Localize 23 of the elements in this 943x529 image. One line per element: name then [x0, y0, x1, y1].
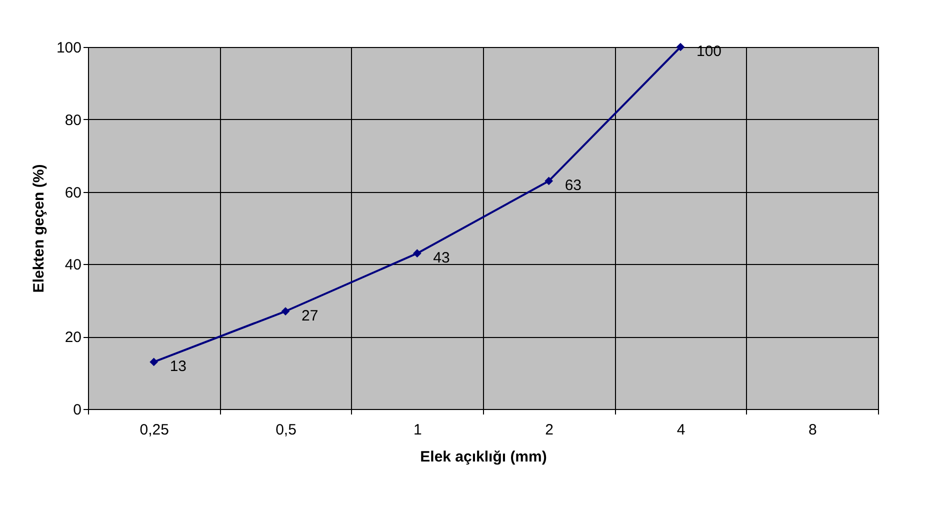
y-tick-label: 40	[64, 256, 82, 274]
y-axis-title: Elekten geçen (%)	[30, 164, 48, 293]
data-label: 13	[170, 358, 187, 375]
point	[281, 307, 290, 316]
x-tick-label: 1	[413, 422, 422, 438]
y-tick-label: 100	[56, 40, 82, 56]
data-label: 27	[302, 307, 318, 324]
x-tick-label: 0,5	[276, 422, 296, 438]
point	[676, 42, 685, 52]
point	[412, 249, 422, 258]
point	[544, 176, 554, 186]
data-label: 63	[564, 176, 582, 194]
x-tick-label: 2	[545, 422, 554, 438]
x-tick-label: 4	[676, 422, 686, 438]
x-tick-label: 8	[808, 422, 817, 438]
y-tick-label: 20	[64, 329, 82, 346]
data-label: 43	[433, 249, 450, 266]
y-tick-label: 80	[64, 112, 82, 129]
x-axis-title: Elek açıklığı (mm)	[420, 448, 547, 466]
y-tick-label: 60	[64, 184, 82, 202]
y-tick-label: 0	[73, 402, 82, 418]
point	[150, 358, 158, 366]
x-tick-label: 0,25	[140, 422, 169, 438]
